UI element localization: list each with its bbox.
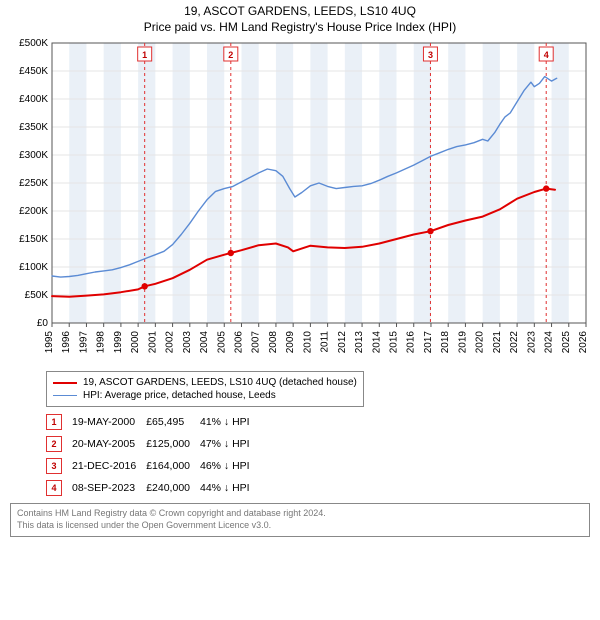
transactions-table: 1 19-MAY-2000£65,49541% ↓ HPI 2 20-MAY-2005… — [46, 411, 260, 499]
table-row: 1 19-MAY-2000£65,49541% ↓ HPI — [46, 411, 260, 433]
svg-text:2019: 2019 — [457, 331, 468, 354]
svg-text:2008: 2008 — [268, 331, 279, 354]
transaction-pct: 44% ↓ HPI — [200, 477, 260, 499]
svg-text:£100K: £100K — [19, 262, 48, 273]
legend-swatch-hpi — [53, 395, 77, 396]
table-row: 2 20-MAY-2005£125,00047% ↓ HPI — [46, 433, 260, 455]
svg-text:1999: 1999 — [113, 331, 124, 354]
svg-text:£0: £0 — [37, 318, 49, 329]
transaction-price: £125,000 — [146, 433, 200, 455]
svg-text:4: 4 — [544, 50, 549, 60]
transaction-pct: 47% ↓ HPI — [200, 433, 260, 455]
svg-text:£150K: £150K — [19, 234, 48, 245]
svg-text:2005: 2005 — [216, 331, 227, 354]
legend-label-hpi: HPI: Average price, detached house, Leed… — [83, 389, 276, 402]
svg-text:2012: 2012 — [337, 331, 348, 354]
table-row: 3 21-DEC-2016£164,00046% ↓ HPI — [46, 455, 260, 477]
transaction-price: £65,495 — [146, 411, 200, 433]
svg-text:1996: 1996 — [61, 331, 72, 354]
transaction-marker: 3 — [46, 458, 62, 474]
transaction-price: £164,000 — [146, 455, 200, 477]
svg-text:2020: 2020 — [475, 331, 486, 354]
transaction-marker: 1 — [46, 414, 62, 430]
footer-attribution: Contains HM Land Registry data © Crown c… — [10, 503, 590, 536]
svg-text:1995: 1995 — [44, 331, 55, 354]
svg-text:3: 3 — [428, 50, 433, 60]
svg-text:£500K: £500K — [19, 38, 48, 49]
transaction-date: 21-DEC-2016 — [72, 455, 146, 477]
svg-text:£50K: £50K — [25, 290, 49, 301]
transaction-date: 19-MAY-2000 — [72, 411, 146, 433]
svg-text:2003: 2003 — [182, 331, 193, 354]
transaction-date: 20-MAY-2005 — [72, 433, 146, 455]
svg-text:2023: 2023 — [526, 331, 537, 354]
legend: 19, ASCOT GARDENS, LEEDS, LS10 4UQ (deta… — [46, 371, 364, 407]
footer-line1: Contains HM Land Registry data © Crown c… — [17, 508, 583, 520]
svg-text:2024: 2024 — [544, 331, 555, 354]
svg-text:2010: 2010 — [302, 331, 313, 354]
transaction-marker: 4 — [46, 480, 62, 496]
svg-text:2021: 2021 — [492, 331, 503, 354]
transaction-marker: 2 — [46, 436, 62, 452]
price-chart: £0 £50K £100K £150K £200K £250K £300K £350K £400… — [6, 37, 594, 367]
chart-title-line2: Price paid vs. HM Land Registry's House … — [6, 20, 594, 36]
svg-text:2004: 2004 — [199, 331, 210, 354]
svg-text:2016: 2016 — [406, 331, 417, 354]
svg-text:£300K: £300K — [19, 150, 48, 161]
svg-text:£450K: £450K — [19, 66, 48, 77]
svg-text:2006: 2006 — [233, 331, 244, 354]
svg-text:2017: 2017 — [423, 331, 434, 354]
svg-text:2002: 2002 — [165, 331, 176, 354]
svg-text:2009: 2009 — [285, 331, 296, 354]
legend-swatch-price — [53, 382, 77, 384]
svg-text:1997: 1997 — [78, 331, 89, 354]
svg-text:2026: 2026 — [578, 331, 589, 354]
svg-text:2000: 2000 — [130, 331, 141, 354]
transaction-pct: 41% ↓ HPI — [200, 411, 260, 433]
svg-text:2: 2 — [228, 50, 233, 60]
footer-line2: This data is licensed under the Open Gov… — [17, 520, 583, 532]
transaction-price: £240,000 — [146, 477, 200, 499]
transaction-pct: 46% ↓ HPI — [200, 455, 260, 477]
svg-text:£350K: £350K — [19, 122, 48, 133]
svg-text:2011: 2011 — [320, 331, 331, 353]
svg-text:2013: 2013 — [354, 331, 365, 354]
transaction-date: 08-SEP-2023 — [72, 477, 146, 499]
svg-text:2014: 2014 — [371, 331, 382, 354]
svg-text:2001: 2001 — [147, 331, 158, 354]
svg-text:1: 1 — [142, 50, 147, 60]
chart-title-line1: 19, ASCOT GARDENS, LEEDS, LS10 4UQ — [6, 4, 594, 20]
svg-text:1998: 1998 — [96, 331, 107, 354]
svg-text:2025: 2025 — [561, 331, 572, 354]
svg-text:£400K: £400K — [19, 94, 48, 105]
svg-text:2018: 2018 — [440, 331, 451, 354]
svg-text:2022: 2022 — [509, 331, 520, 354]
legend-label-price: 19, ASCOT GARDENS, LEEDS, LS10 4UQ (deta… — [83, 376, 357, 389]
svg-text:2007: 2007 — [251, 331, 262, 354]
table-row: 4 08-SEP-2023£240,00044% ↓ HPI — [46, 477, 260, 499]
svg-text:£250K: £250K — [19, 178, 48, 189]
svg-text:£200K: £200K — [19, 206, 48, 217]
svg-text:2015: 2015 — [389, 331, 400, 354]
